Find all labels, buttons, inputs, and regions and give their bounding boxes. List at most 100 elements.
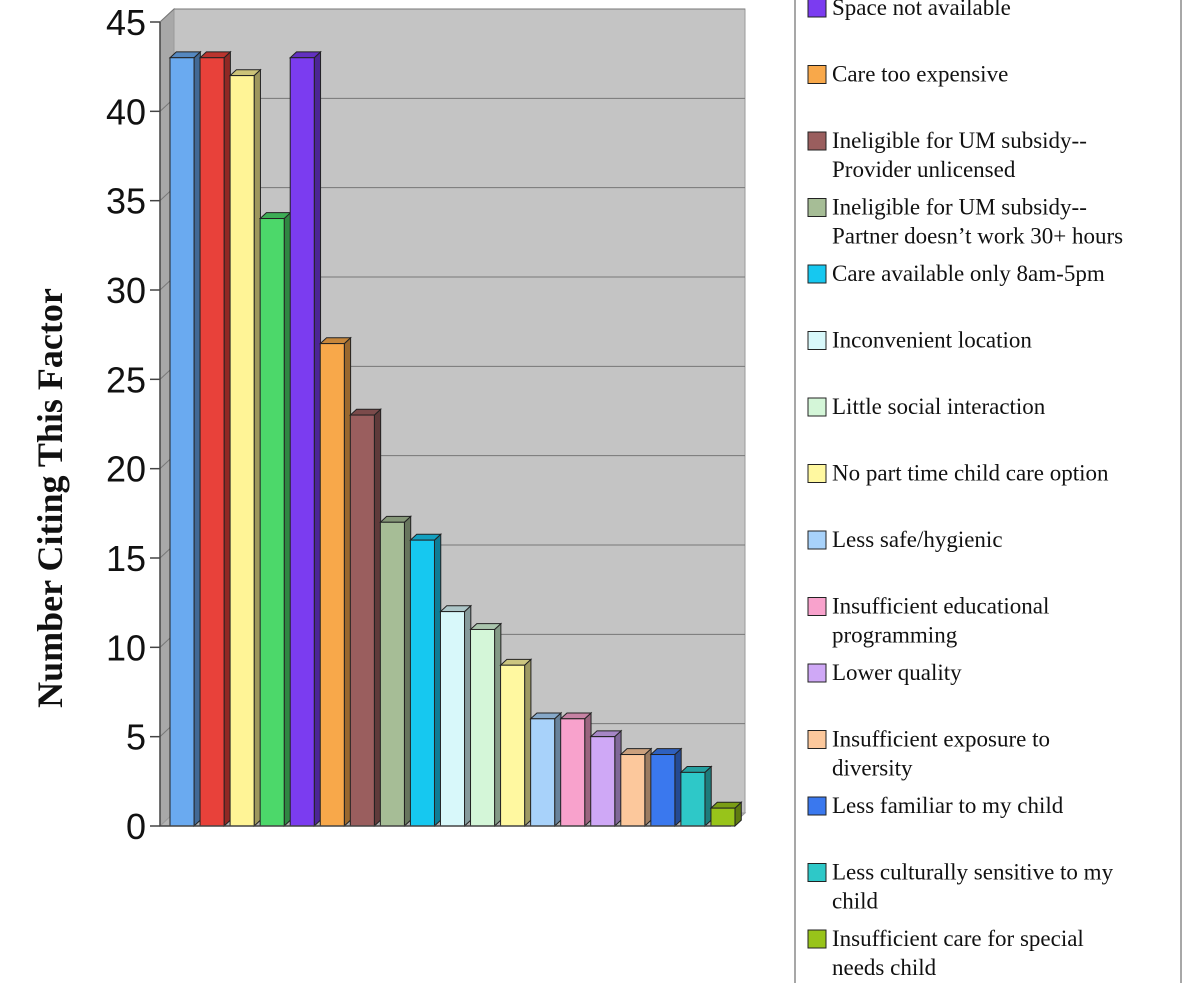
legend-swatch (808, 66, 826, 84)
bar-front (380, 522, 404, 826)
legend-label: Care too expensive (832, 62, 1008, 87)
bar-front (501, 665, 525, 826)
bar (711, 802, 741, 826)
bar-side (585, 713, 591, 826)
legend-swatch (808, 664, 826, 682)
legend-label: Lower quality (832, 660, 962, 685)
legend-swatch (808, 531, 826, 549)
bar-front (410, 540, 434, 826)
bar (350, 409, 380, 826)
bar-front (230, 76, 254, 826)
bar-front (711, 808, 735, 826)
bar-side (314, 52, 320, 826)
bar-front (170, 58, 194, 826)
legend-item: Little social interaction (808, 394, 1046, 419)
bar-side (194, 52, 200, 826)
legend-swatch (808, 864, 826, 882)
legend-swatch (808, 265, 826, 283)
legend-label: Less familiar to my child (832, 793, 1064, 818)
bar-side (495, 624, 501, 826)
legend-swatch (808, 731, 826, 749)
bar-front (260, 219, 284, 826)
legend-item: Lower quality (808, 660, 962, 685)
bar-front (681, 772, 705, 826)
legend-swatch (808, 332, 826, 350)
bar (320, 338, 350, 826)
legend-swatch (808, 199, 826, 217)
bar (290, 52, 320, 826)
legend-item: Less familiar to my child (808, 793, 1064, 818)
bar-side (465, 606, 471, 826)
y-tick-label: 15 (106, 538, 146, 579)
bar-side (615, 731, 621, 826)
legend-item: No part time child care option (808, 461, 1109, 486)
bar-front (651, 755, 675, 826)
y-tick-label: 45 (106, 2, 146, 43)
bar (621, 749, 651, 826)
legend-label: Care available only 8am-5pm (832, 261, 1105, 286)
legend-label: No part time child care option (832, 461, 1109, 486)
y-tick-label: 0 (126, 806, 146, 847)
bar-side (224, 52, 230, 826)
bar (591, 731, 621, 826)
legend-swatch (808, 398, 826, 416)
y-tick-label: 25 (106, 359, 146, 400)
bar (230, 70, 260, 826)
legend-item: Space not available (808, 0, 1011, 20)
bar-side (344, 338, 350, 826)
legend-label: Less safe/hygienic (832, 527, 1003, 552)
bar-front (561, 719, 585, 826)
bar-front (440, 612, 464, 826)
y-tick-label: 30 (106, 270, 146, 311)
bar-front (320, 344, 344, 826)
bar-front (200, 58, 224, 826)
bar (170, 52, 200, 826)
y-tick-label: 40 (106, 91, 146, 132)
y-axis-title: Number Citing This Factor (30, 288, 70, 708)
bar-front (531, 719, 555, 826)
legend-swatch (808, 132, 826, 150)
legend-swatch (808, 930, 826, 948)
legend-swatch (808, 465, 826, 483)
bar (471, 624, 501, 826)
bar (200, 52, 230, 826)
bar-front (621, 755, 645, 826)
legend-swatch (808, 598, 826, 616)
bar-front (290, 58, 314, 826)
bar (681, 767, 711, 826)
bar-side (675, 749, 681, 826)
bar-side (404, 516, 410, 826)
bar (260, 213, 290, 826)
legend-item: Care too expensive (808, 62, 1008, 87)
bar (380, 516, 410, 826)
y-tick-label: 35 (106, 181, 146, 222)
legend-item: Care available only 8am-5pm (808, 261, 1105, 286)
bar (501, 659, 531, 826)
bar-front (350, 415, 374, 826)
bar-side (374, 409, 380, 826)
bar-side (555, 713, 561, 826)
bar-front (471, 629, 495, 826)
bar (561, 713, 591, 826)
bar (410, 534, 440, 826)
y-tick-label: 5 (126, 717, 146, 758)
legend-swatch (808, 0, 826, 17)
legend-swatch (808, 797, 826, 815)
legend-label: Space not available (832, 0, 1011, 20)
y-tick-label: 20 (106, 449, 146, 490)
legend-label: Inconvenient location (832, 328, 1032, 353)
legend: Space not available Care too expensive Ine… (795, 0, 1181, 983)
legend-item: Inconvenient location (808, 328, 1032, 353)
bar-front (591, 737, 615, 826)
bar-side (525, 659, 531, 826)
y-tick-label: 10 (106, 627, 146, 668)
bar-side (254, 70, 260, 826)
bar-side (434, 534, 440, 826)
bar-side (705, 767, 711, 826)
legend-label: Little social interaction (832, 394, 1046, 419)
bar-side (284, 213, 290, 826)
bar-side (645, 749, 651, 826)
bar (531, 713, 561, 826)
bar (651, 749, 681, 826)
